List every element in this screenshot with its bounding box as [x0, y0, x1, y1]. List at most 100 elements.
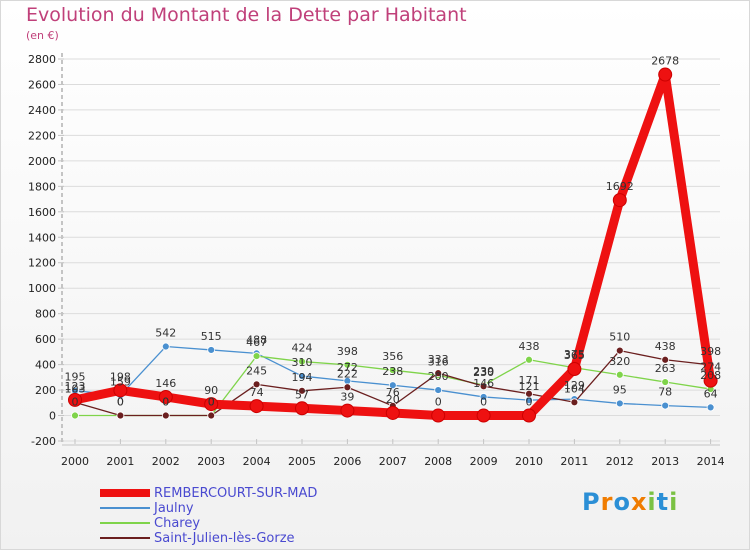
- data-label: 515: [201, 330, 222, 343]
- data-point: [658, 67, 673, 82]
- x-tick-label: 2010: [515, 455, 543, 468]
- data-label: 57: [295, 388, 309, 401]
- legend-label: Charey: [154, 516, 201, 531]
- x-tick-label: 2006: [333, 455, 361, 468]
- data-label: 0: [208, 396, 215, 409]
- data-label: 39: [340, 391, 354, 404]
- logo-letter: r: [600, 488, 614, 516]
- x-tick-label: 2013: [651, 455, 679, 468]
- data-label: 488: [246, 333, 267, 346]
- data-label: 238: [382, 365, 403, 378]
- data-label: 438: [655, 340, 676, 353]
- data-point: [252, 352, 261, 360]
- data-label: 95: [613, 383, 627, 396]
- data-point: [340, 403, 355, 418]
- y-tick-label: 400: [35, 359, 56, 372]
- logo-letter: i: [669, 488, 679, 516]
- data-point: [207, 346, 216, 354]
- data-point: [661, 378, 670, 386]
- y-tick-label: 2200: [28, 129, 56, 142]
- data-label: 239: [473, 365, 494, 378]
- data-label: 365: [564, 349, 585, 362]
- data-label: 230: [473, 366, 494, 379]
- y-tick-label: 2800: [28, 53, 56, 66]
- data-point: [298, 372, 306, 380]
- data-point: [525, 389, 533, 398]
- data-label: 1692: [606, 180, 634, 193]
- data-label: 195: [65, 371, 86, 384]
- data-label: 438: [519, 340, 540, 353]
- data-label: 198: [110, 370, 131, 383]
- data-label: 0: [72, 396, 79, 409]
- data-label: 356: [382, 350, 403, 363]
- data-label: 245: [246, 364, 267, 377]
- data-label: 0: [208, 396, 215, 409]
- data-point: [661, 355, 670, 364]
- data-label: 272: [337, 361, 358, 374]
- data-label: 0: [435, 396, 442, 409]
- legend-swatch: [100, 522, 150, 524]
- data-point: [252, 380, 261, 389]
- data-point: [343, 383, 352, 392]
- data-label: 316: [428, 355, 449, 368]
- data-point: [479, 393, 488, 401]
- data-point: [158, 389, 173, 404]
- y-tick-label: 1400: [28, 231, 56, 244]
- data-point: [385, 405, 400, 420]
- data-label: 76: [386, 386, 400, 399]
- data-label: 123: [65, 380, 86, 393]
- data-label: 398: [700, 345, 721, 358]
- data-label: 146: [473, 377, 494, 390]
- data-label: 398: [337, 345, 358, 358]
- data-point: [434, 369, 443, 378]
- data-label: 129: [564, 379, 585, 392]
- data-label: 200: [428, 370, 449, 383]
- legend-swatch: [100, 507, 150, 509]
- data-label: 159: [110, 375, 131, 388]
- data-point: [615, 399, 624, 408]
- data-label: 103: [65, 382, 86, 395]
- data-label: 194: [292, 371, 313, 384]
- x-tick-label: 2001: [106, 455, 134, 468]
- data-label: 263: [655, 362, 676, 375]
- chart-title: Evolution du Montant de la Dette par Hab…: [26, 4, 467, 26]
- legend-label: Jaulny: [154, 501, 194, 516]
- data-point: [295, 401, 309, 416]
- y-tick-label: 2000: [28, 155, 56, 168]
- x-tick-label: 2003: [197, 455, 225, 468]
- data-point: [116, 411, 125, 420]
- data-label: 90: [204, 384, 218, 397]
- logo-letter: o: [613, 488, 631, 516]
- data-label: 0: [117, 396, 124, 409]
- data-label: 78: [658, 386, 672, 399]
- y-tick-label: 2400: [28, 104, 56, 117]
- legend-swatch: [100, 489, 150, 497]
- data-label: 64: [704, 387, 718, 400]
- data-point: [71, 411, 79, 420]
- data-point: [161, 342, 170, 351]
- data-label: 274: [700, 361, 721, 374]
- data-point: [567, 362, 582, 377]
- data-point: [570, 398, 579, 407]
- data-point: [68, 392, 82, 407]
- data-point: [615, 346, 624, 355]
- data-label: 467: [246, 336, 267, 349]
- x-tick-label: 2008: [424, 455, 452, 468]
- data-label: 333: [428, 353, 449, 366]
- data-label: 171: [519, 374, 540, 387]
- data-label: 0: [480, 396, 487, 409]
- x-tick-label: 2009: [470, 455, 498, 468]
- data-point: [525, 355, 533, 364]
- data-point: [612, 193, 627, 208]
- data-point: [249, 399, 264, 414]
- y-tick-label: 200: [35, 384, 56, 397]
- data-point: [207, 411, 216, 420]
- y-tick-label: 1000: [28, 282, 56, 295]
- proxiti-logo: Proxiti: [582, 488, 678, 516]
- y-tick-label: 1800: [28, 180, 56, 193]
- data-label: 2678: [651, 55, 679, 68]
- data-label: 146: [155, 377, 176, 390]
- data-label: 0: [117, 396, 124, 409]
- data-label: 424: [292, 342, 313, 355]
